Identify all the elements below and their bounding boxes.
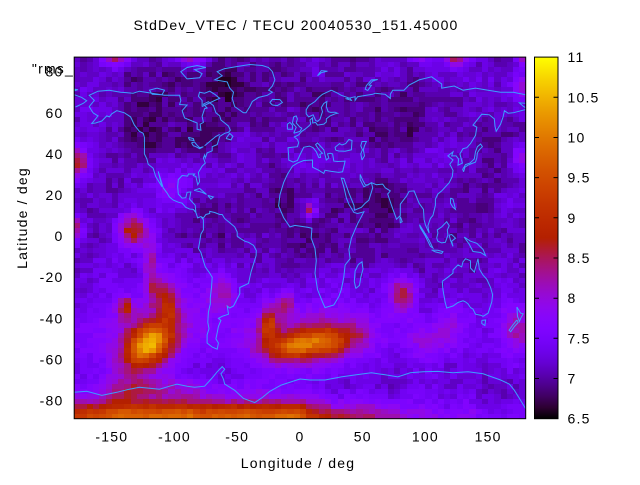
svg-text:11: 11 [568,49,585,65]
svg-text:10: 10 [568,130,586,146]
svg-text:8: 8 [568,290,577,306]
svg-text:-150: -150 [95,429,128,445]
svg-text:-40: -40 [40,310,64,326]
svg-text:9.5: 9.5 [568,170,591,186]
svg-text:-50: -50 [225,429,249,445]
svg-text:100: 100 [412,429,439,445]
svg-text:7: 7 [568,371,577,387]
svg-text:Longitude / deg: Longitude / deg [241,455,356,471]
svg-text:Latitude / deg: Latitude / deg [14,167,30,269]
svg-text:150: 150 [475,429,502,445]
svg-text:20: 20 [46,187,64,203]
svg-text:9: 9 [568,210,577,226]
svg-text:50: 50 [354,429,372,445]
svg-text:-20: -20 [40,269,64,285]
svg-text:7.5: 7.5 [568,330,591,346]
svg-text:60: 60 [46,105,64,121]
svg-text:-60: -60 [40,351,64,367]
svg-text:-80: -80 [40,393,64,409]
svg-text:StdDev_VTEC / TECU 20040530_15: StdDev_VTEC / TECU 20040530_151.45000 [133,17,458,33]
svg-text:40: 40 [46,146,64,162]
svg-text:0: 0 [296,429,305,445]
svg-text:0: 0 [55,228,64,244]
svg-text:80: 80 [46,64,64,80]
svg-text:10.5: 10.5 [568,89,600,105]
svg-text:6.5: 6.5 [568,411,591,427]
svg-text:"rms_: "rms_ [32,61,74,77]
svg-text:8.5: 8.5 [568,250,591,266]
svg-text:-100: -100 [158,429,191,445]
